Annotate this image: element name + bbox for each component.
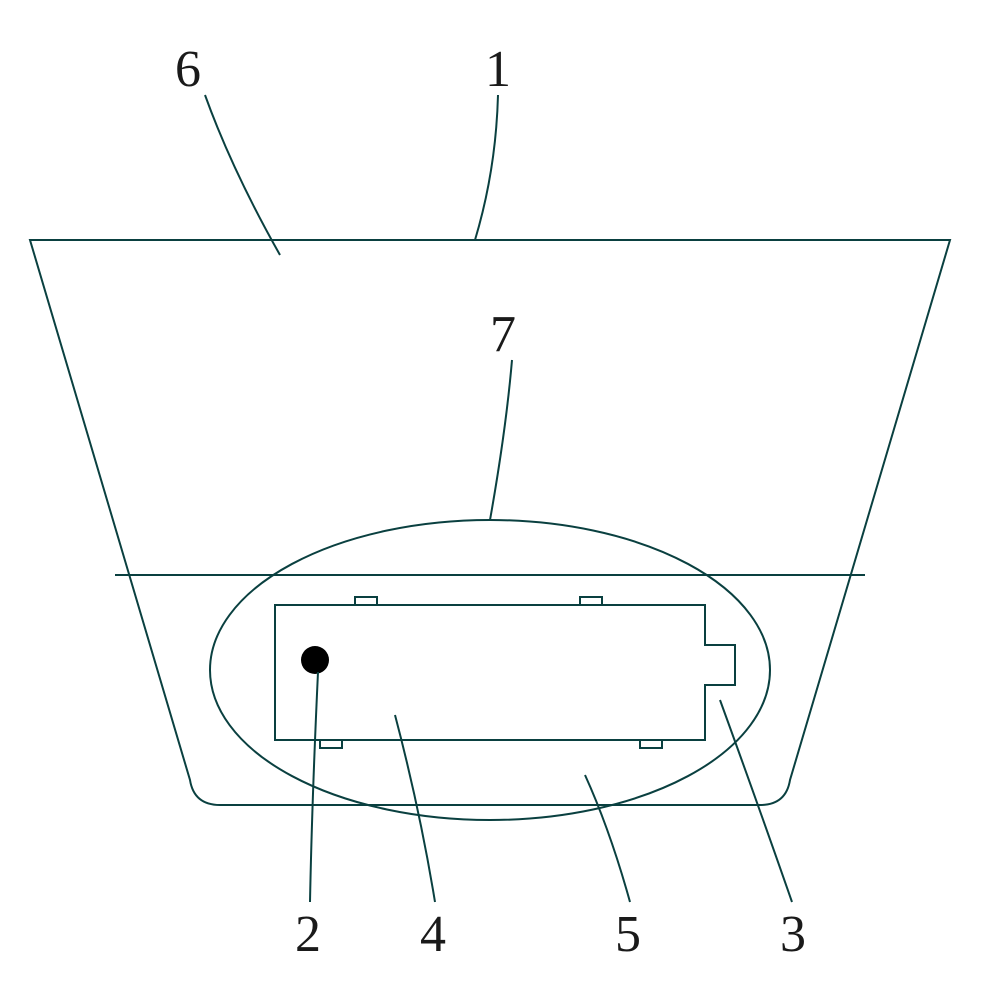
inner-rect-part4 bbox=[275, 605, 735, 740]
leader-4 bbox=[395, 715, 435, 902]
leader-7 bbox=[490, 360, 512, 520]
label-5: 5 bbox=[615, 905, 641, 964]
tab-top-left bbox=[355, 597, 377, 605]
tab-top-right bbox=[580, 597, 602, 605]
leader-1 bbox=[475, 95, 498, 240]
ellipse-part7 bbox=[210, 520, 770, 820]
label-4: 4 bbox=[420, 905, 446, 964]
label-7: 7 bbox=[490, 305, 516, 364]
leader-5 bbox=[585, 775, 630, 902]
tab-bot-right bbox=[640, 740, 662, 748]
label-2: 2 bbox=[295, 905, 321, 964]
label-3: 3 bbox=[780, 905, 806, 964]
leader-6 bbox=[205, 95, 280, 255]
leader-3 bbox=[720, 700, 792, 902]
dot-part2 bbox=[301, 646, 329, 674]
tab-bot-left bbox=[320, 740, 342, 748]
label-1: 1 bbox=[485, 40, 511, 99]
label-6: 6 bbox=[175, 40, 201, 99]
